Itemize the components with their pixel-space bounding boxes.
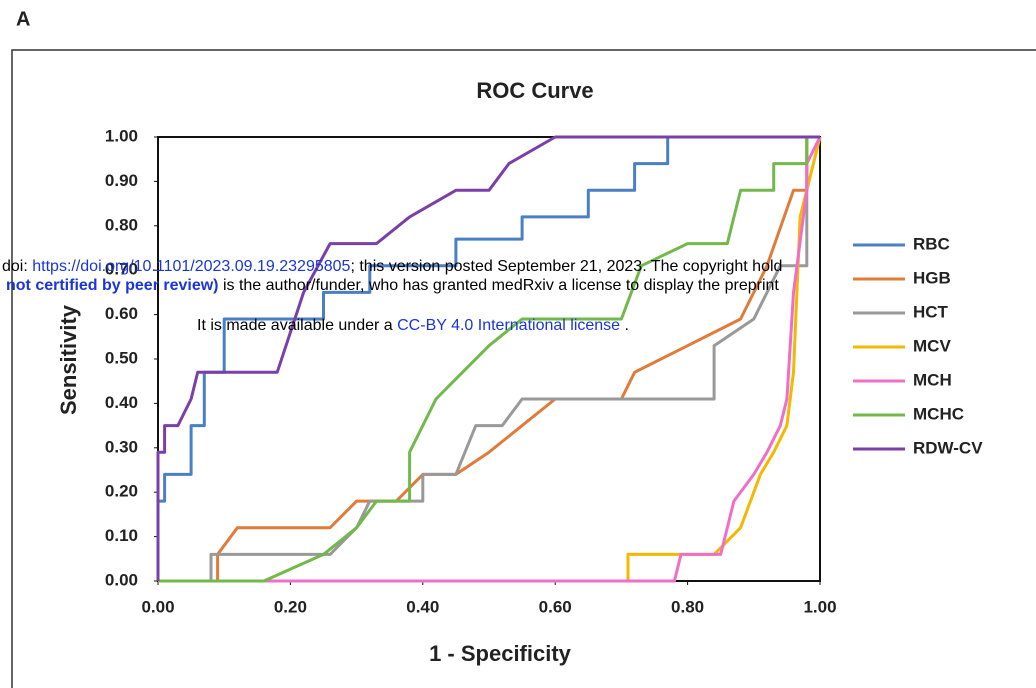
x-tick-label: 1.00: [803, 597, 836, 616]
watermark-line: doi: https://doi.org/10.1101/2023.09.19.…: [2, 258, 782, 276]
x-tick-label: 0.60: [539, 597, 572, 616]
plot-frame: [157, 136, 821, 582]
legend-label: RBC: [913, 234, 950, 253]
roc-curve: [156, 135, 820, 581]
watermark-line: not certified by peer review) is the aut…: [6, 277, 779, 295]
roc-curve: [158, 136, 822, 583]
y-tick-label: 1.00: [105, 126, 138, 145]
x-tick-label: 0.00: [141, 597, 174, 616]
chart-title: ROC Curve: [476, 78, 593, 103]
watermark-line: It is made available under a CC-BY 4.0 I…: [197, 317, 629, 335]
x-axis-label: 1 - Specificity: [429, 641, 572, 666]
y-tick-label: 0.80: [105, 215, 138, 234]
watermark-text: .: [620, 317, 629, 334]
x-tick-label: 0.20: [274, 597, 307, 616]
legend-label: MCH: [913, 370, 952, 389]
y-tick-label: 0.60: [105, 304, 138, 323]
legend-label: HGB: [913, 268, 951, 287]
y-tick-label: 0.40: [105, 393, 138, 412]
y-axis-label: Sensitivity: [56, 304, 81, 415]
y-tick-label: 0.30: [105, 437, 138, 456]
roc-curve: [156, 135, 820, 581]
legend-label: HCT: [913, 302, 949, 321]
watermark-text: is the author/funder, who has granted me…: [218, 277, 779, 294]
watermark-text: It is made available under a: [197, 317, 398, 334]
roc-curve: [158, 135, 820, 583]
roc-curve: [158, 136, 822, 583]
y-tick-label: 0.90: [105, 171, 138, 190]
figure-frame: [11, 49, 1036, 688]
watermark-text: doi:: [2, 258, 33, 275]
y-tick-label: 0.00: [105, 570, 138, 589]
watermark-text: not certified by peer review): [6, 277, 219, 294]
panel-label: A: [16, 8, 30, 30]
watermark-text: ; this version posted September 21, 2023…: [350, 258, 783, 275]
doi-link[interactable]: https://doi.org/10.1101/2023.09.19.23295…: [32, 258, 351, 275]
x-tick-label: 0.80: [671, 597, 704, 616]
y-tick-label: 0.70: [105, 260, 138, 279]
roc-curve: [158, 135, 820, 583]
roc-curve: [158, 135, 820, 583]
license-link[interactable]: CC-BY 4.0 International license: [397, 317, 621, 334]
legend-label: MCV: [913, 336, 951, 355]
x-tick-label: 0.40: [406, 597, 439, 616]
legend-label: RDW-CV: [913, 438, 983, 457]
y-tick-label: 0.10: [105, 526, 138, 545]
y-tick-label: 0.20: [105, 482, 138, 501]
legend-label: MCHC: [913, 404, 964, 423]
y-tick-label: 0.50: [105, 348, 138, 367]
